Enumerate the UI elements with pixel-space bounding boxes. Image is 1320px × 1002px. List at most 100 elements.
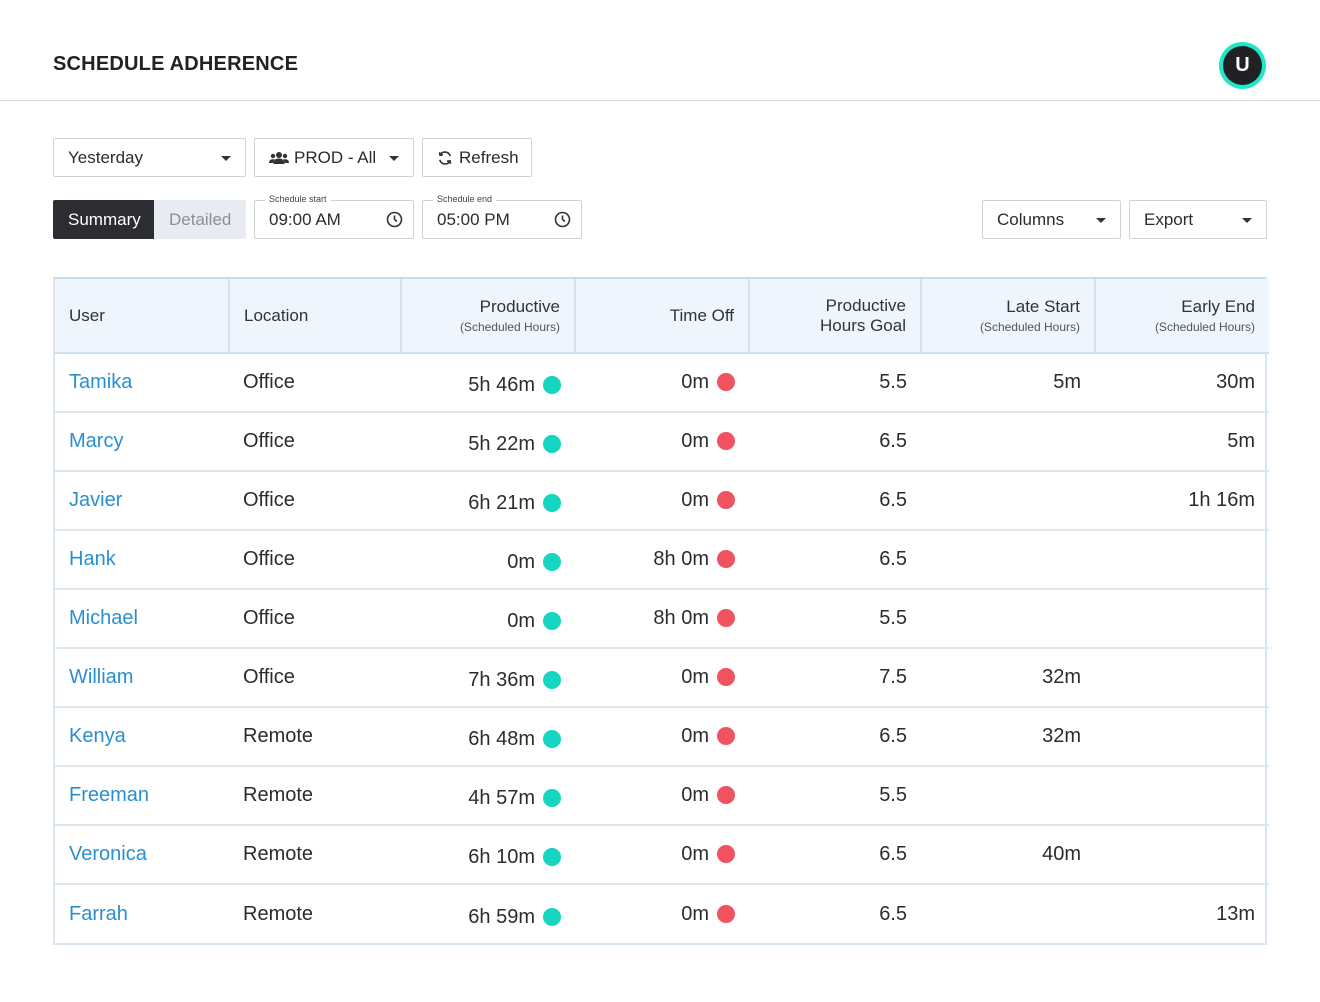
columns-dropdown[interactable]: Columns <box>982 200 1121 239</box>
goal-cell: 6.5 <box>749 883 921 943</box>
column-header-productive-hours-goal[interactable]: Productive Hours Goal <box>749 279 922 353</box>
table-row: Hank Office 0m 8h 0m 6.5 <box>55 529 1269 589</box>
location-cell: Office <box>229 647 401 707</box>
time-off-value: 0m <box>681 666 709 688</box>
location-cell: Office <box>229 529 401 589</box>
time-off-cell: 0m <box>575 706 749 766</box>
table-row: Farrah Remote 6h 59m 0m 6.5 13m <box>55 883 1269 943</box>
user-link[interactable]: Marcy <box>55 411 229 471</box>
adherence-table: User Location Productive (Scheduled Hours… <box>53 277 1269 945</box>
table-row: Tamika Office 5h 46m 0m 5.5 5m 30m <box>55 352 1269 412</box>
schedule-start-value: 09:00 AM <box>269 210 341 229</box>
early-end-cell <box>1095 824 1269 884</box>
column-header-early-end[interactable]: Early End (Scheduled Hours) <box>1095 279 1269 353</box>
clock-icon[interactable] <box>386 211 403 233</box>
time-off-value: 8h 0m <box>653 548 709 570</box>
team-value: PROD - All <box>294 147 377 167</box>
time-off-value: 8h 0m <box>653 607 709 629</box>
time-off-status-dot-icon <box>717 845 735 863</box>
time-off-value: 0m <box>681 489 709 511</box>
location-cell: Office <box>229 411 401 471</box>
goal-cell: 6.5 <box>749 529 921 589</box>
caret-down-icon <box>389 156 399 161</box>
location-cell: Remote <box>229 824 401 884</box>
page-title: SCHEDULE ADHERENCE <box>53 53 299 75</box>
time-off-status-dot-icon <box>717 432 735 450</box>
column-header-location[interactable]: Location <box>229 279 402 353</box>
goal-cell: 6.5 <box>749 706 921 766</box>
productive-cell: 6h 21m <box>401 470 575 530</box>
late-start-cell: 32m <box>921 647 1095 707</box>
productive-cell: 6h 10m <box>401 824 575 884</box>
caret-down-icon <box>1242 218 1252 223</box>
column-header-late-start[interactable]: Late Start (Scheduled Hours) <box>921 279 1096 353</box>
table-row: William Office 7h 36m 0m 7.5 32m <box>55 647 1269 707</box>
time-off-value: 0m <box>681 843 709 865</box>
time-off-cell: 0m <box>575 470 749 530</box>
user-link[interactable]: Michael <box>55 588 229 648</box>
detailed-tab[interactable]: Detailed <box>154 200 246 239</box>
schedule-end-value: 05:00 PM <box>437 210 510 229</box>
user-link[interactable]: Tamika <box>55 352 229 412</box>
user-link[interactable]: Veronica <box>55 824 229 884</box>
table-row: Marcy Office 5h 22m 0m 6.5 5m <box>55 411 1269 471</box>
productive-cell: 0m <box>401 588 575 648</box>
user-link[interactable]: Kenya <box>55 706 229 766</box>
productive-value: 5h 22m <box>468 433 535 455</box>
export-dropdown[interactable]: Export <box>1129 200 1267 239</box>
table-row: Kenya Remote 6h 48m 0m 6.5 32m <box>55 706 1269 766</box>
user-link[interactable]: Hank <box>55 529 229 589</box>
refresh-label: Refresh <box>459 147 519 167</box>
app-header: SCHEDULE ADHERENCE U <box>0 0 1320 101</box>
column-header-user[interactable]: User <box>55 279 230 353</box>
time-off-status-dot-icon <box>717 491 735 509</box>
table-row: Veronica Remote 6h 10m 0m 6.5 40m <box>55 824 1269 884</box>
early-end-cell <box>1095 647 1269 707</box>
early-end-cell <box>1095 529 1269 589</box>
time-off-cell: 8h 0m <box>575 588 749 648</box>
productive-value: 6h 10m <box>468 846 535 868</box>
user-link[interactable]: Farrah <box>55 883 229 943</box>
time-off-value: 0m <box>681 371 709 393</box>
user-link[interactable]: William <box>55 647 229 707</box>
productive-status-dot-icon <box>543 435 561 453</box>
productive-value: 6h 48m <box>468 728 535 750</box>
schedule-start-label: Schedule start <box>265 194 331 204</box>
productive-cell: 4h 57m <box>401 765 575 825</box>
productive-value: 4h 57m <box>468 787 535 809</box>
user-link[interactable]: Freeman <box>55 765 229 825</box>
early-end-cell <box>1095 706 1269 766</box>
caret-down-icon <box>221 156 231 161</box>
schedule-start-field[interactable]: Schedule start 09:00 AM <box>254 194 414 239</box>
refresh-button[interactable]: Refresh <box>422 138 532 177</box>
refresh-icon <box>437 150 453 166</box>
avatar[interactable]: U <box>1219 42 1266 89</box>
productive-cell: 5h 22m <box>401 411 575 471</box>
column-header-time-off[interactable]: Time Off <box>575 279 750 353</box>
productive-status-dot-icon <box>543 553 561 571</box>
column-header-productive[interactable]: Productive (Scheduled Hours) <box>401 279 576 353</box>
goal-cell: 5.5 <box>749 765 921 825</box>
date-range-dropdown[interactable]: Yesterday <box>53 138 246 177</box>
productive-value: 6h 59m <box>468 905 535 928</box>
clock-icon[interactable] <box>554 211 571 233</box>
summary-tab[interactable]: Summary <box>53 200 154 239</box>
productive-cell: 7h 36m <box>401 647 575 707</box>
user-link[interactable]: Javier <box>55 470 229 530</box>
users-icon <box>269 151 289 165</box>
early-end-cell: 1h 16m <box>1095 470 1269 530</box>
goal-cell: 6.5 <box>749 824 921 884</box>
location-cell: Remote <box>229 765 401 825</box>
productive-cell: 0m <box>401 529 575 589</box>
schedule-end-label: Schedule end <box>433 194 497 204</box>
location-cell: Remote <box>229 883 401 943</box>
productive-value: 7h 36m <box>468 669 535 691</box>
schedule-end-field[interactable]: Schedule end 05:00 PM <box>422 194 582 239</box>
productive-status-dot-icon <box>543 376 561 394</box>
time-off-status-dot-icon <box>717 373 735 391</box>
location-cell: Remote <box>229 706 401 766</box>
team-dropdown[interactable]: PROD - All <box>254 138 414 177</box>
goal-cell: 5.5 <box>749 588 921 648</box>
early-end-cell: 30m <box>1095 352 1269 412</box>
early-end-cell: 5m <box>1095 411 1269 471</box>
